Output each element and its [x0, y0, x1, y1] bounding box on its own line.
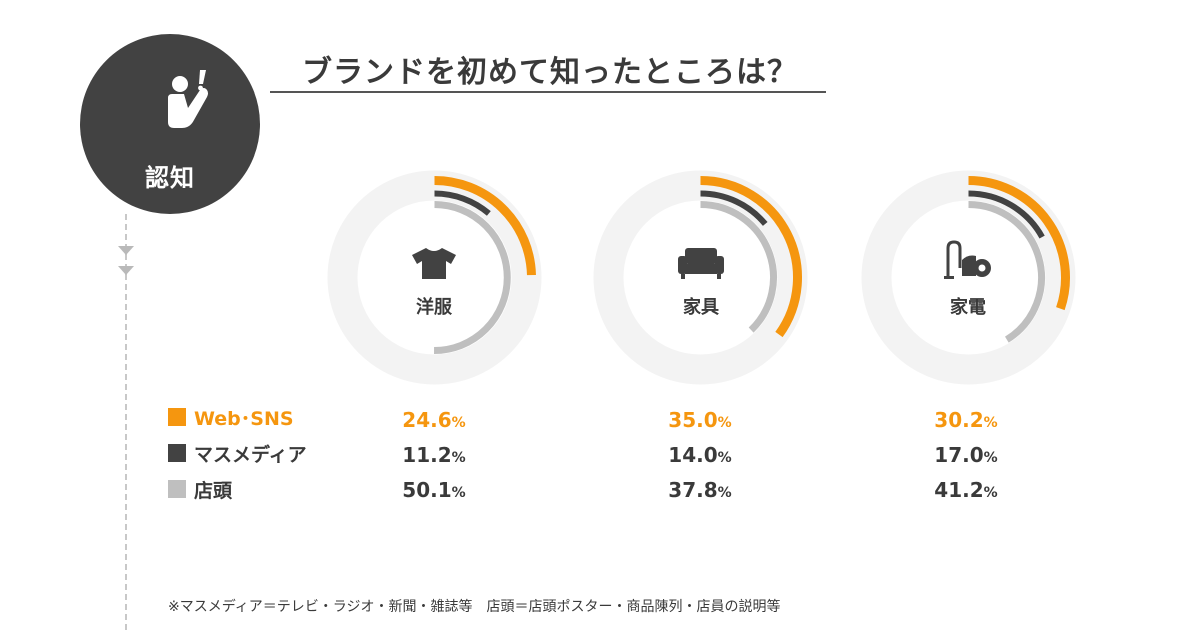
donut-track	[327, 170, 542, 385]
data-label-mass-media-clothing: 11.2%	[402, 443, 466, 467]
data-label-web-sns-clothing: 24.6%	[402, 408, 466, 432]
arc-store	[434, 201, 511, 355]
donut-chart-furniture	[593, 170, 808, 385]
donut-center	[898, 207, 1039, 348]
donut-center	[630, 207, 771, 348]
arc-store	[968, 201, 1045, 343]
timeline-dashed-line	[125, 214, 127, 630]
category-label: 洋服	[416, 297, 452, 318]
title-underline	[270, 91, 826, 93]
data-label-mass-media-appliances: 17.0%	[934, 443, 998, 467]
arc-mass-media	[434, 190, 491, 216]
chart-title: ブランドを初めて知ったところは？	[302, 55, 798, 90]
category-label: 家電	[950, 297, 986, 318]
down-arrow-icon	[118, 266, 134, 275]
footnote: ※マスメディア＝テレビ・ラジオ・新聞・雑誌等 店頭＝店頭ポスター・商品陳列・店員…	[168, 599, 781, 615]
data-label-mass-media-furniture: 14.0%	[668, 443, 732, 467]
legend-swatch	[168, 444, 186, 462]
down-arrow-icon	[118, 246, 134, 255]
sofa-icon	[678, 248, 724, 279]
person-raising-hand-exclamation-icon	[168, 70, 208, 128]
legend-item-web-sns: Web･SNS	[168, 404, 294, 430]
donut-chart-appliances	[861, 170, 1076, 385]
arc-web-sns	[968, 176, 1070, 311]
data-label-store-clothing: 50.1%	[402, 478, 466, 502]
arc-store	[700, 201, 777, 333]
legend-swatch	[168, 480, 186, 498]
t-shirt-icon	[412, 248, 456, 279]
legend-item-mass-media: マスメディア	[168, 440, 307, 466]
data-label-store-appliances: 41.2%	[934, 478, 998, 502]
legend-swatch	[168, 408, 186, 426]
data-label-web-sns-appliances: 30.2%	[934, 408, 998, 432]
arc-mass-media	[968, 190, 1045, 239]
legend-label: 店頭	[194, 479, 233, 502]
arc-mass-media	[700, 190, 768, 226]
legend-label: マスメディア	[194, 443, 307, 466]
arc-web-sns	[434, 176, 536, 276]
category-label: 家具	[683, 297, 719, 318]
donut-track	[861, 170, 1076, 385]
data-label-store-furniture: 37.8%	[668, 478, 732, 502]
vacuum-cleaner-icon	[944, 240, 991, 279]
legend-item-store: 店頭	[168, 476, 232, 502]
legend-label: Web･SNS	[194, 407, 294, 430]
arc-web-sns	[700, 176, 802, 338]
data-label-web-sns-furniture: 35.0%	[668, 408, 732, 432]
stage-label: 認知	[145, 164, 195, 192]
donut-track	[593, 170, 808, 385]
